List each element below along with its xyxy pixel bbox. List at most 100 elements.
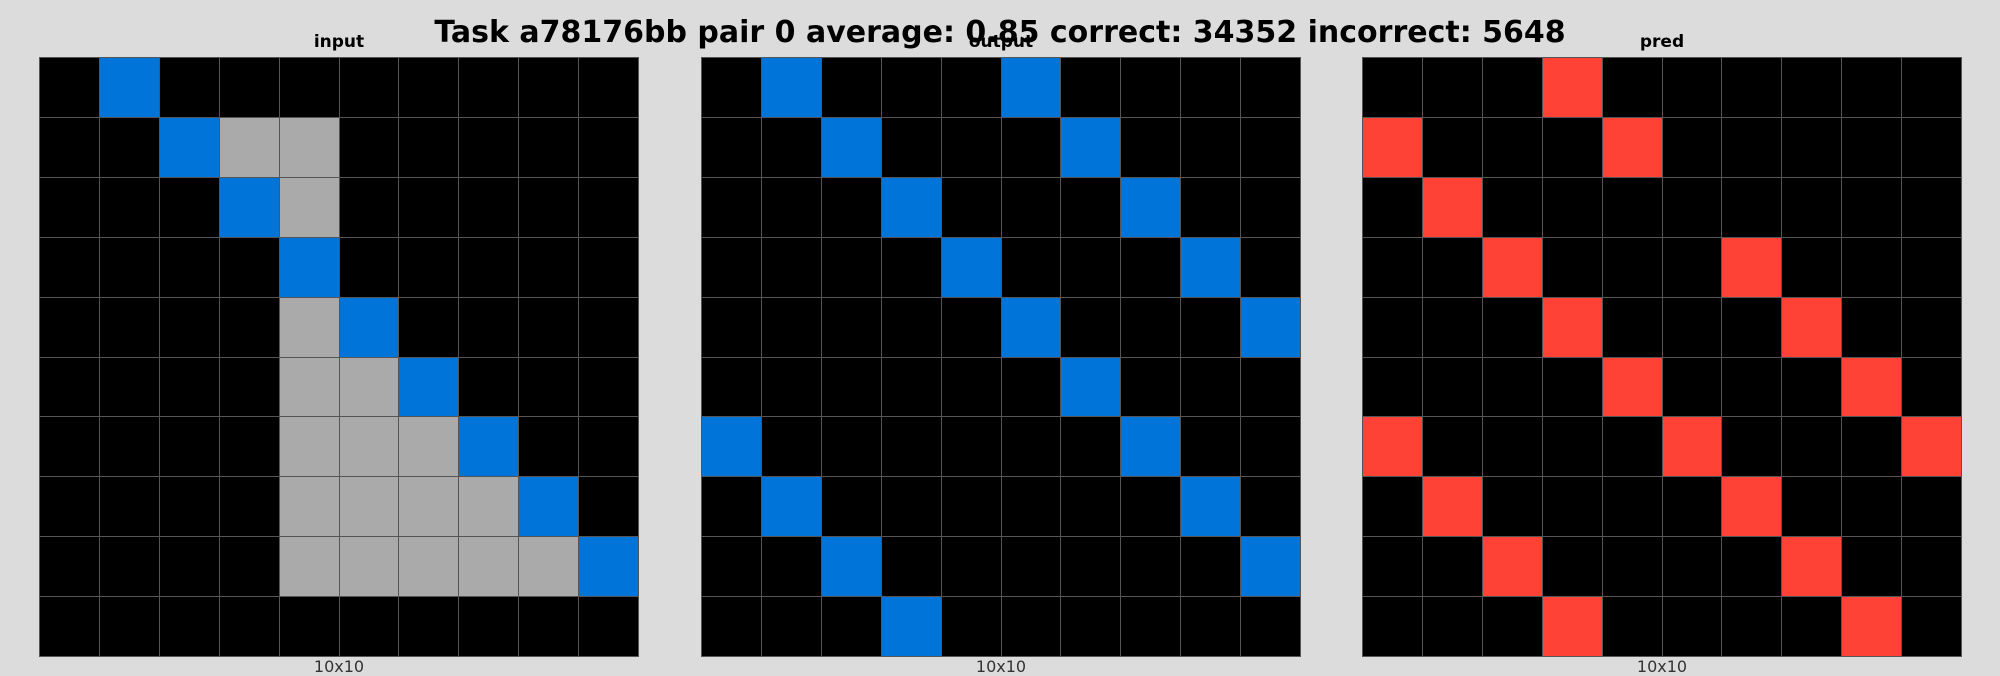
grid-cell bbox=[881, 58, 941, 117]
grid-cell bbox=[99, 177, 159, 237]
grid-cell bbox=[761, 117, 821, 177]
grid-cell bbox=[519, 117, 579, 177]
grid-cell bbox=[279, 417, 339, 477]
grid-cell bbox=[279, 537, 339, 597]
grid-cell bbox=[1121, 477, 1181, 537]
grid-cell bbox=[159, 237, 219, 297]
grid-cell bbox=[1363, 237, 1422, 297]
grid-cell bbox=[1241, 58, 1300, 117]
grid-cell bbox=[1902, 177, 1961, 237]
grid-cell bbox=[941, 58, 1001, 117]
grid-cell bbox=[941, 477, 1001, 537]
grid-cell bbox=[881, 537, 941, 597]
grid-cell bbox=[1121, 357, 1181, 417]
grid-cell bbox=[702, 417, 761, 477]
grid-cell bbox=[1662, 477, 1722, 537]
grid-cell bbox=[1602, 117, 1662, 177]
grid-cell bbox=[1001, 58, 1061, 117]
grid-cell bbox=[1422, 417, 1482, 477]
grid-cell bbox=[459, 297, 519, 357]
grid-cell bbox=[1842, 417, 1902, 477]
panel-label: input bbox=[313, 32, 365, 52]
grid-cell bbox=[159, 477, 219, 537]
grid-cell bbox=[1181, 58, 1241, 117]
grid-cell bbox=[159, 58, 219, 117]
grid-cell bbox=[1241, 237, 1300, 297]
grid-cell bbox=[339, 58, 399, 117]
grid-cell bbox=[941, 297, 1001, 357]
grid-cell bbox=[579, 417, 638, 477]
grid-cell bbox=[761, 177, 821, 237]
grid-cell bbox=[1061, 237, 1121, 297]
grid-cell bbox=[519, 417, 579, 477]
grid-cell bbox=[1001, 417, 1061, 477]
grid-cell bbox=[1482, 237, 1542, 297]
grid-cell bbox=[399, 237, 459, 297]
grid-cell bbox=[702, 117, 761, 177]
grid-cell bbox=[399, 417, 459, 477]
grid-cell bbox=[219, 357, 279, 417]
grid-cell bbox=[399, 177, 459, 237]
grid-cell bbox=[1542, 177, 1602, 237]
grid-cell bbox=[519, 177, 579, 237]
grid-cell bbox=[1662, 537, 1722, 597]
grid-cell bbox=[339, 177, 399, 237]
grid-cell bbox=[459, 117, 519, 177]
grid-cell bbox=[219, 537, 279, 597]
grid-cell bbox=[1722, 357, 1782, 417]
grid-cell bbox=[1542, 537, 1602, 597]
grid-cell bbox=[1902, 237, 1961, 297]
grid-cell bbox=[1241, 597, 1300, 656]
grid-cell bbox=[1482, 177, 1542, 237]
grid-cell bbox=[1181, 477, 1241, 537]
grid-pred bbox=[1362, 57, 1962, 657]
grid-cell bbox=[1001, 597, 1061, 656]
grid-dimensions: 10x10 bbox=[313, 657, 365, 676]
grid-cell bbox=[1782, 117, 1842, 177]
grid-cell bbox=[1722, 58, 1782, 117]
grid-cell bbox=[219, 297, 279, 357]
grid-cell bbox=[702, 357, 761, 417]
grid-cell bbox=[1422, 297, 1482, 357]
grid-cell bbox=[1902, 537, 1961, 597]
grid-cell bbox=[1001, 537, 1061, 597]
grid-cell bbox=[881, 297, 941, 357]
grid-cell bbox=[579, 237, 638, 297]
grid-cell bbox=[339, 597, 399, 656]
grid-cell bbox=[339, 537, 399, 597]
grid-cell bbox=[1482, 537, 1542, 597]
grid-cell bbox=[519, 357, 579, 417]
grid-cell bbox=[1001, 117, 1061, 177]
grid-cell bbox=[1662, 417, 1722, 477]
grid-cell bbox=[821, 117, 881, 177]
grid-cell bbox=[1121, 417, 1181, 477]
grid-cell bbox=[579, 537, 638, 597]
grid-cell bbox=[1782, 297, 1842, 357]
grid-cell bbox=[1602, 237, 1662, 297]
grid-cell bbox=[1842, 237, 1902, 297]
grid-cell bbox=[1121, 177, 1181, 237]
grid-cell bbox=[1662, 297, 1722, 357]
grid-cell bbox=[40, 597, 99, 656]
grid-cell bbox=[1782, 417, 1842, 477]
grid-cell bbox=[1842, 357, 1902, 417]
grid-cell bbox=[1061, 537, 1121, 597]
grid-cell bbox=[399, 477, 459, 537]
grid-cell bbox=[1181, 177, 1241, 237]
grid-cell bbox=[159, 177, 219, 237]
grid-cell bbox=[881, 477, 941, 537]
grid-cell bbox=[159, 597, 219, 656]
grid-cell bbox=[519, 597, 579, 656]
grid-cell bbox=[761, 58, 821, 117]
grid-cell bbox=[1662, 177, 1722, 237]
grid-cell bbox=[1542, 357, 1602, 417]
grid-cell bbox=[1061, 597, 1121, 656]
grid-cell bbox=[519, 537, 579, 597]
grid-cell bbox=[881, 177, 941, 237]
grid-cell bbox=[1722, 417, 1782, 477]
grid-cell bbox=[459, 58, 519, 117]
grid-cell bbox=[1241, 357, 1300, 417]
grid-cell bbox=[1602, 477, 1662, 537]
grid-cell bbox=[1482, 117, 1542, 177]
grid-cell bbox=[279, 297, 339, 357]
